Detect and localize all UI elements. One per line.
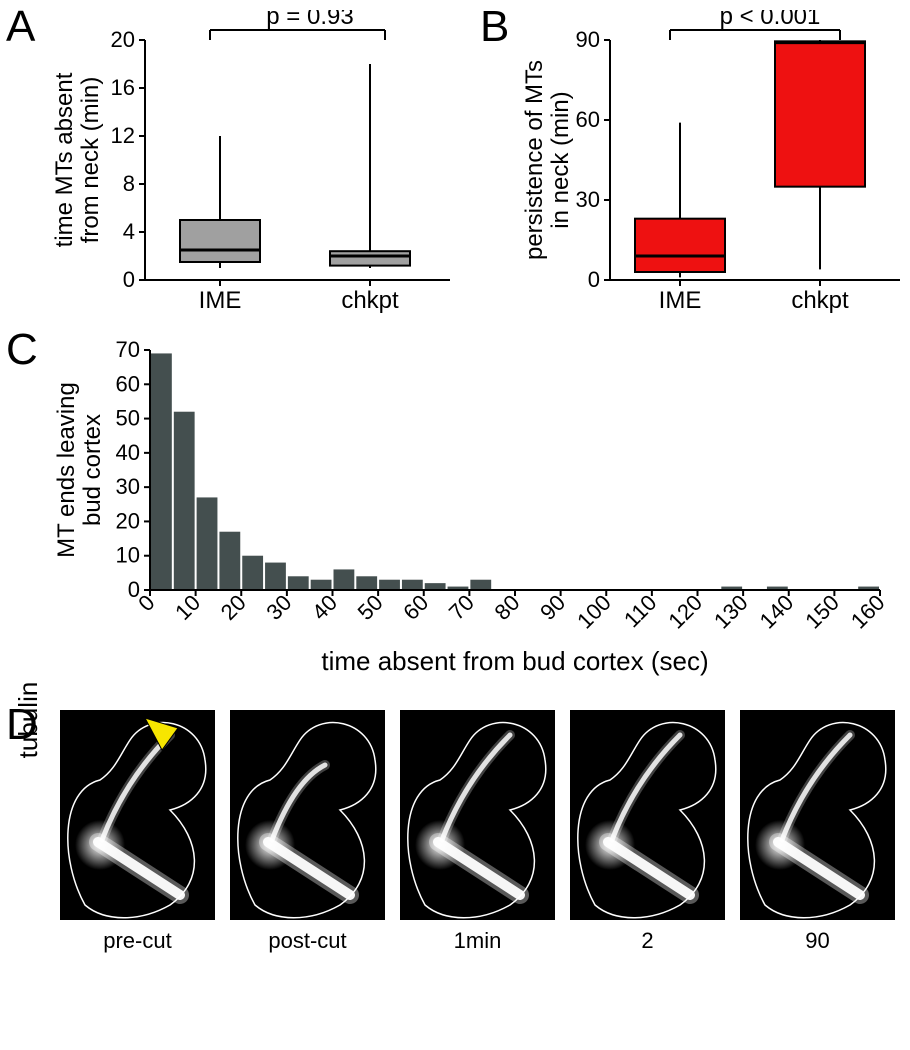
svg-text:IME: IME	[199, 287, 242, 314]
svg-text:70: 70	[444, 590, 479, 625]
svg-text:60: 60	[116, 371, 140, 396]
panel-a-pvalue: p = 0.93	[266, 10, 353, 30]
panel-c-chart: 0102030405060700102030405060708090100110…	[50, 330, 900, 700]
figure-root: A 048121620IMEchkpt time MTs absent from…	[0, 0, 910, 1050]
svg-text:0: 0	[133, 590, 159, 616]
panel-a-ylabel1: time MTs absent	[51, 72, 78, 247]
panel-a-chart: 0 4 8 12 16 20 IME chkpt time MTs absent from n…	[50, 10, 470, 320]
svg-text:8: 8	[123, 171, 135, 196]
svg-text:0: 0	[123, 267, 135, 292]
panel-c-ylabel2: bud cortex	[79, 414, 106, 526]
svg-text:40: 40	[307, 590, 342, 625]
svg-text:90: 90	[576, 27, 600, 52]
svg-text:50: 50	[116, 406, 140, 431]
svg-text:12: 12	[111, 123, 135, 148]
svg-text:100: 100	[572, 590, 616, 634]
svg-text:90: 90	[535, 590, 570, 625]
panel-c-label: C	[6, 325, 38, 375]
svg-text:120: 120	[663, 590, 707, 634]
panel-b-pvalue: p < 0.001	[720, 10, 821, 30]
svg-text:IME: IME	[659, 287, 702, 314]
panel-a-label: A	[6, 2, 35, 52]
panel-c-xlabel: time absent from bud cortex (sec)	[321, 646, 708, 676]
svg-text:20: 20	[116, 508, 140, 533]
svg-text:20: 20	[216, 590, 251, 625]
svg-text:0: 0	[588, 267, 600, 292]
svg-text:1min: 1min	[454, 928, 502, 953]
svg-text:80: 80	[490, 590, 525, 625]
svg-text:2: 2	[641, 928, 653, 953]
svg-text:30: 30	[261, 590, 296, 625]
panel-b-ylabel2: in neck (min)	[547, 91, 574, 228]
svg-text:30: 30	[576, 187, 600, 212]
panel-d-sidelabel-wrap: tubulin	[18, 720, 58, 940]
svg-text:chkpt: chkpt	[341, 287, 399, 314]
svg-text:10: 10	[170, 590, 205, 625]
svg-text:post-cut: post-cut	[268, 928, 346, 953]
svg-text:16: 16	[111, 75, 135, 100]
svg-text:30: 30	[116, 474, 140, 499]
svg-text:20: 20	[111, 27, 135, 52]
svg-text:70: 70	[116, 337, 140, 362]
panel-d-micrographs: pre-cut post-cut 1min 2 90	[60, 710, 910, 1010]
svg-text:pre-cut: pre-cut	[103, 928, 171, 953]
panel-b-chart: 0 30 60 90 IME chkpt persistence of MTs in ne…	[520, 10, 910, 320]
svg-text:110: 110	[619, 590, 661, 632]
svg-text:160: 160	[846, 590, 890, 634]
panel-b-ylabel1: persistence of MTs	[521, 60, 548, 260]
svg-text:140: 140	[755, 590, 799, 634]
svg-text:130: 130	[709, 590, 753, 634]
svg-text:60: 60	[398, 590, 433, 625]
panel-b-label: B	[480, 2, 509, 52]
svg-text:50: 50	[353, 590, 388, 625]
svg-text:60: 60	[576, 107, 600, 132]
panel-d-sidelabel: tubulin	[13, 610, 44, 830]
svg-text:chkpt: chkpt	[791, 287, 849, 314]
svg-text:4: 4	[123, 219, 135, 244]
svg-text:150: 150	[800, 590, 844, 634]
svg-text:90: 90	[805, 928, 829, 953]
svg-text:10: 10	[116, 543, 140, 568]
svg-text:40: 40	[116, 440, 140, 465]
panel-c-ylabel1: MT ends leaving	[53, 382, 80, 558]
panel-a-ylabel2: from neck (min)	[77, 77, 104, 244]
